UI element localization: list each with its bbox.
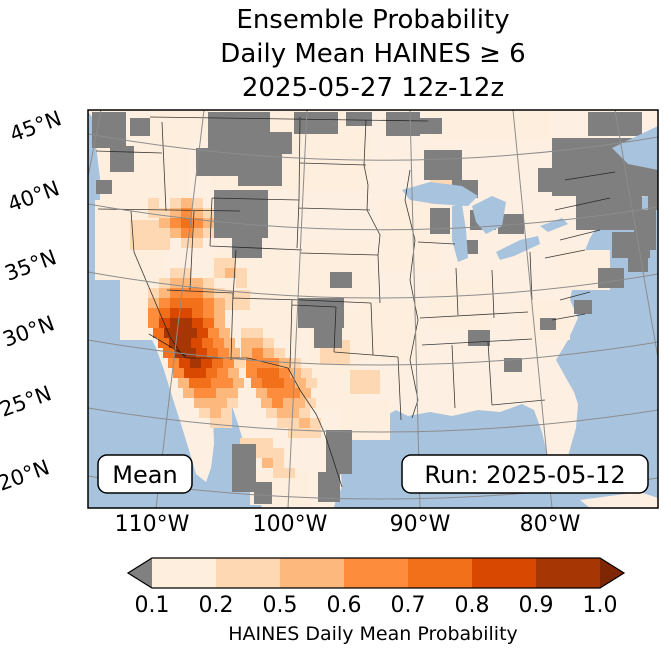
figure-title-line2: Daily Mean HAINES ≥ 6 (220, 39, 525, 69)
parallel-35n (88, 271, 658, 299)
meridian-100w (287, 110, 308, 508)
colorbar-tick-0.9: 0.9 (519, 593, 554, 618)
colorbar-tick-0.7: 0.7 (391, 593, 426, 618)
colorbar-outline (126, 557, 626, 589)
mean-label: Mean (112, 461, 177, 489)
lon-label-90w: 90°W (390, 512, 451, 537)
colorbar-tick-0.2: 0.2 (199, 593, 234, 618)
lon-label-80w: 80°W (520, 512, 581, 537)
state-borders (95, 116, 616, 488)
map-frame (87, 109, 659, 509)
lake-michigan (452, 204, 468, 262)
lat-label-40n: 40°N (5, 176, 63, 217)
meridian-70w (614, 110, 658, 359)
lon-label-110w: 110°W (115, 512, 190, 537)
run-box: Run: 2025-05-12 (401, 454, 649, 494)
lat-label-20n: 20°N (0, 455, 53, 496)
colorbar-over-arrow (600, 558, 624, 588)
colorbar-tick-0.5: 0.5 (263, 593, 298, 618)
mean-box: Mean (97, 454, 193, 494)
lake-erie (496, 236, 540, 260)
lat-label-45n: 45°N (7, 106, 65, 147)
lake-ontario (540, 218, 568, 232)
meridian-110w (155, 110, 205, 508)
parallel-30n (88, 339, 658, 366)
latitude-labels: 45°N 40°N 35°N 30°N 25°N 20°N (0, 106, 65, 496)
map-content: Mean Run: 2025-05-12 (88, 110, 658, 508)
meridian-90w (409, 110, 421, 508)
lake-superior (402, 182, 478, 206)
colorbar-tick-0.1: 0.1 (135, 593, 170, 618)
longitude-labels: 110°W 100°W 90°W 80°W (115, 512, 581, 537)
colorbar-tick-labels: 0.1 0.2 0.5 0.6 0.7 0.8 0.9 1.0 (135, 593, 618, 618)
colorbar-tick-0.6: 0.6 (327, 593, 362, 618)
graticule (88, 110, 658, 508)
colorbar-caption: HAINES Daily Mean Probability (228, 623, 518, 645)
figure-title-line1: Ensemble Probability (236, 5, 509, 35)
lon-label-100w: 100°W (253, 512, 328, 537)
colorbar-tick-1.0: 1.0 (583, 593, 618, 618)
lat-label-30n: 30°N (0, 311, 58, 352)
colorbar-under-arrow (128, 558, 152, 588)
masked-gray-layer (92, 112, 658, 504)
meridian-80w (512, 110, 553, 508)
lat-label-35n: 35°N (2, 245, 60, 286)
parallel-45n (88, 133, 658, 161)
colorbar-segments (152, 558, 600, 588)
lake-huron (472, 196, 506, 234)
colorbar-tick-0.8: 0.8 (455, 593, 490, 618)
run-label: Run: 2025-05-12 (424, 461, 625, 489)
cuba-land (580, 492, 658, 508)
figure-title-line3: 2025-05-27 12z-12z (242, 73, 504, 103)
lat-label-25n: 25°N (0, 381, 55, 422)
lakes (402, 126, 658, 262)
colorbar: 0.1 0.2 0.5 0.6 0.7 0.8 0.9 1.0 HAINES Daily Me… (126, 557, 626, 645)
parallel-40n (88, 203, 658, 231)
meridian-120w (88, 110, 102, 178)
